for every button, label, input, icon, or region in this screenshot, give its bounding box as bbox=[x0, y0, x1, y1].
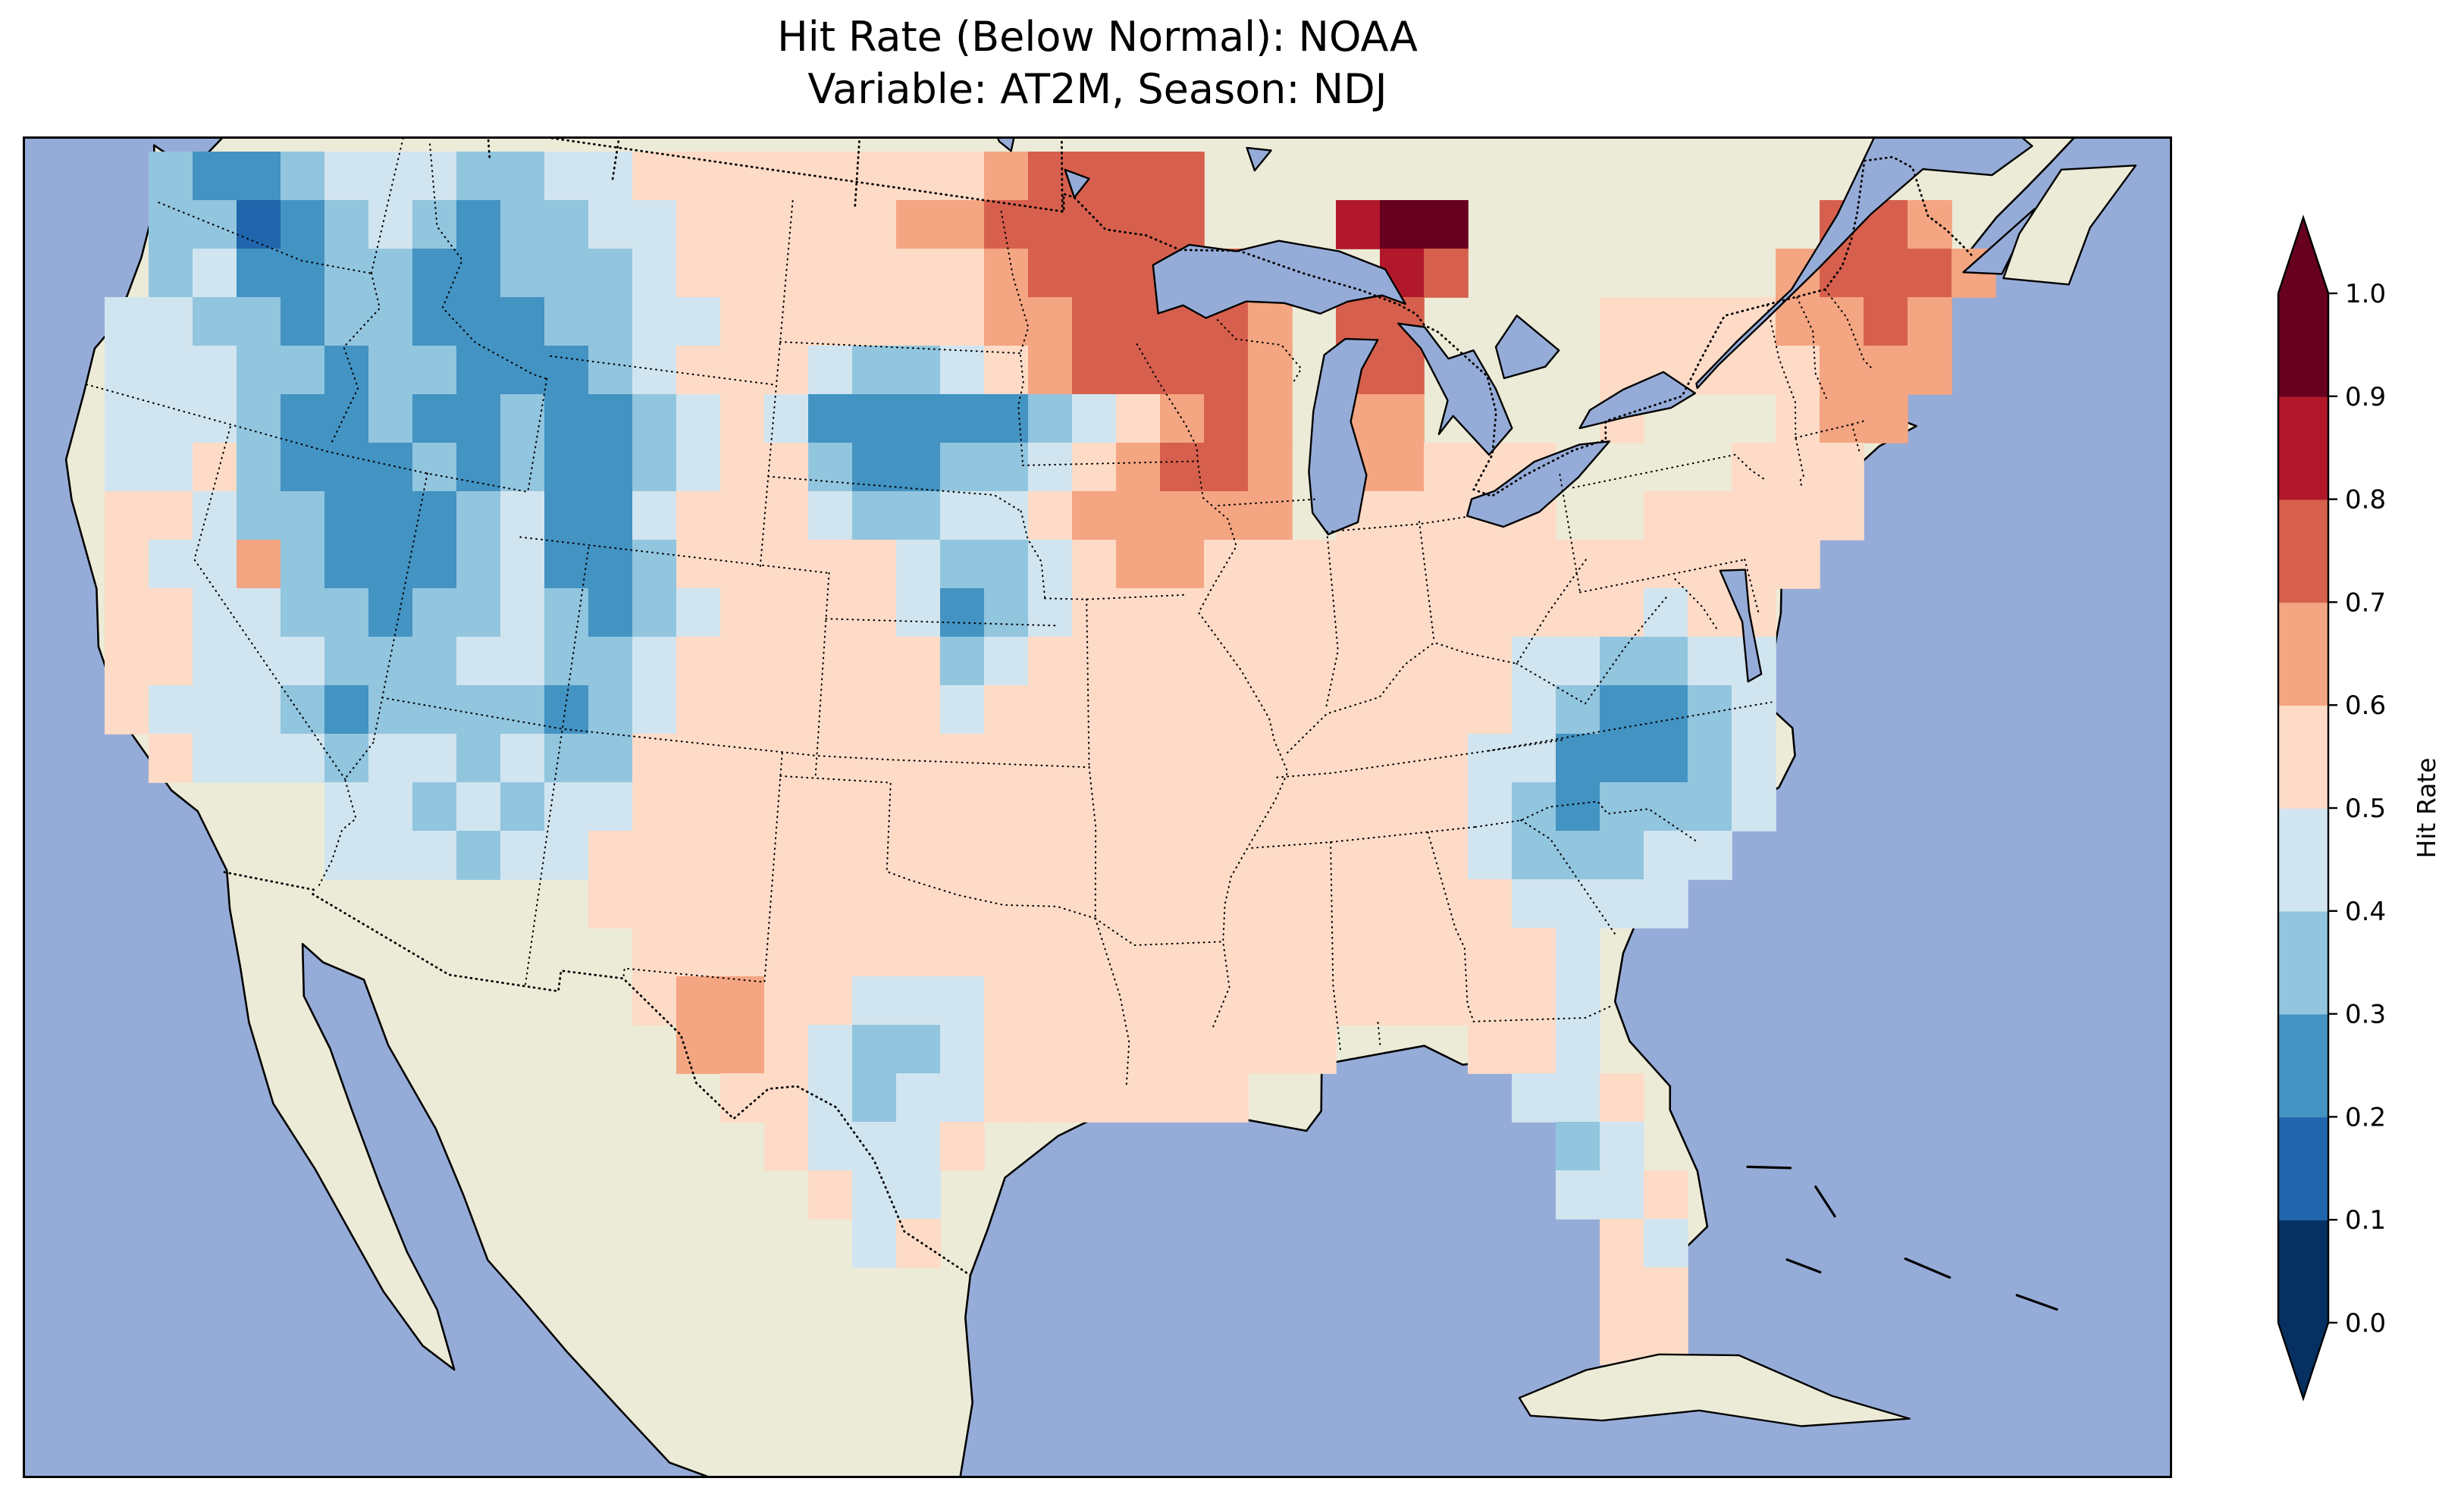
colorbar-bin-7 bbox=[2278, 499, 2328, 603]
colorbar-extend-max bbox=[2278, 218, 2328, 293]
lake-9 bbox=[995, 136, 1016, 152]
state-border bbox=[1796, 296, 1827, 399]
state-border bbox=[1427, 832, 1475, 1023]
small-island-coast bbox=[1814, 1185, 1836, 1218]
colorbar-tick-label-0.3: 0.3 bbox=[2345, 1000, 2386, 1030]
figure-title-line1: Hit Rate (Below Normal): NOAA bbox=[777, 13, 1418, 61]
state-border bbox=[1330, 841, 1342, 1055]
figure-title-line2: Variable: AT2M, Season: NDJ bbox=[807, 65, 1387, 114]
state-border bbox=[779, 775, 1096, 919]
state-border bbox=[1418, 521, 1435, 644]
state-border bbox=[1276, 739, 1563, 778]
lake-0 bbox=[1152, 240, 1406, 319]
lake-10 bbox=[1064, 168, 1090, 199]
colorbar-bin-1 bbox=[2278, 1117, 2328, 1220]
island-2 bbox=[1518, 1353, 1911, 1427]
map-frame bbox=[23, 136, 2172, 1478]
state-border bbox=[1744, 559, 1760, 617]
small-island-coast bbox=[1746, 1165, 1792, 1170]
colorbar-tick-label-0.1: 0.1 bbox=[2345, 1205, 2386, 1236]
small-island-coast bbox=[1904, 1258, 1951, 1279]
colorbar-tick-label-0.6: 0.6 bbox=[2345, 691, 2386, 721]
state-border bbox=[1487, 701, 1773, 752]
colorbar-bin-8 bbox=[2278, 396, 2328, 500]
map-panel bbox=[23, 136, 2172, 1478]
international-border bbox=[611, 136, 621, 180]
colorbar-tick-label-0.2: 0.2 bbox=[2345, 1102, 2386, 1132]
colorbar-tick-label-0.9: 0.9 bbox=[2345, 382, 2386, 412]
state-border bbox=[370, 137, 404, 274]
state-border bbox=[158, 202, 375, 275]
state-border bbox=[193, 426, 346, 780]
state-border bbox=[1377, 1022, 1381, 1047]
state-border bbox=[524, 547, 590, 988]
colorbar-bin-0 bbox=[2278, 1220, 2328, 1323]
lake-4 bbox=[1466, 440, 1610, 528]
international-border bbox=[532, 136, 1973, 498]
small-island-coast bbox=[1785, 1258, 1822, 1273]
us-map-svg bbox=[23, 136, 2172, 1478]
colorbar-bin-5 bbox=[2278, 705, 2328, 809]
colorbar-bin-6 bbox=[2278, 602, 2328, 706]
heatmap-cells bbox=[105, 152, 1996, 1365]
state-border bbox=[428, 143, 548, 380]
state-border bbox=[1218, 498, 1316, 507]
state-border bbox=[1572, 453, 1764, 489]
international-border bbox=[1060, 136, 1064, 213]
state-border bbox=[1020, 510, 1046, 600]
colorbar-extend-min bbox=[2278, 1323, 2328, 1398]
colorbar-tick-label-1.0: 1.0 bbox=[2345, 279, 2386, 309]
colorbar-bin-2 bbox=[2278, 1013, 2328, 1118]
colorbar-tick-label-0.7: 0.7 bbox=[2345, 587, 2386, 618]
state-border bbox=[1196, 460, 1289, 1031]
lake-3 bbox=[1494, 315, 1560, 380]
colorbar-bin-3 bbox=[2278, 910, 2328, 1015]
small-island-coast bbox=[2015, 1294, 2058, 1311]
colorbar: 0.0 0.1 0.2 0.3 0.4 0.5 0.6 0.7 0.8 0.9 1.0 Hit Rat… bbox=[2237, 174, 2464, 1455]
state-border bbox=[1674, 578, 1720, 633]
lake-8 bbox=[1719, 568, 1763, 683]
state-border bbox=[381, 697, 1090, 769]
lake-2 bbox=[1397, 322, 1513, 456]
state-border bbox=[1851, 423, 1861, 453]
state-border bbox=[767, 475, 1022, 512]
colorbar-tick-label-0.8: 0.8 bbox=[2345, 485, 2386, 515]
colorbar-svg: 0.0 0.1 0.2 0.3 0.4 0.5 0.6 0.7 0.8 0.9 1.0 Hit Rat… bbox=[2277, 215, 2441, 1402]
state-border bbox=[1472, 1004, 1613, 1023]
state-border bbox=[1579, 559, 1745, 594]
state-border bbox=[1285, 559, 1587, 755]
colorbar-tick-label-0.5: 0.5 bbox=[2345, 794, 2386, 824]
colorbar-bin-4 bbox=[2278, 808, 2328, 912]
lake-1 bbox=[1308, 337, 1379, 536]
state-border bbox=[318, 741, 375, 888]
state-border bbox=[1520, 819, 1617, 937]
colorbar-axis-label: Hit Rate bbox=[2412, 757, 2441, 858]
state-border bbox=[1094, 917, 1224, 947]
state-border bbox=[86, 384, 529, 493]
colorbar-tick-label-0.0: 0.0 bbox=[2345, 1308, 2386, 1339]
state-border bbox=[550, 355, 778, 386]
island-1 bbox=[2002, 164, 2137, 286]
figure-title: Hit Rate (Below Normal): NOAA Variable: … bbox=[23, 11, 2172, 115]
lake-6 bbox=[1695, 136, 2033, 390]
international-border bbox=[223, 871, 972, 1276]
state-border bbox=[1136, 343, 1199, 462]
state-border bbox=[1559, 474, 1582, 594]
colorbar-bin-9 bbox=[2278, 293, 2328, 397]
lake-5 bbox=[1578, 371, 1696, 430]
state-border bbox=[527, 377, 548, 493]
state-border bbox=[1824, 289, 1873, 369]
international-border bbox=[854, 136, 861, 207]
lake-11 bbox=[1246, 146, 1272, 172]
colorbar-tick-label-0.4: 0.4 bbox=[2345, 897, 2386, 927]
state-border bbox=[825, 618, 1060, 627]
